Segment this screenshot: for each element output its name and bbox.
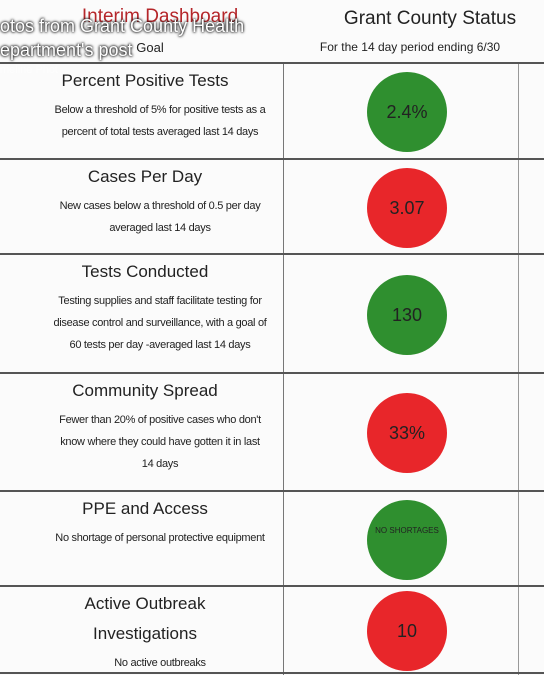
overlay-line: epartment's post xyxy=(0,40,133,60)
row-description: New cases below a threshold of 0.5 per d… xyxy=(59,200,261,212)
status-title: Grant County Status xyxy=(343,8,517,29)
row-rule xyxy=(0,672,544,674)
row-description: know where they could have gotten it in … xyxy=(60,436,260,448)
row-description: 60 tests per day -averaged last 14 days xyxy=(69,339,251,351)
row-description: percent of total tests averaged last 14 … xyxy=(61,126,259,138)
row-rule xyxy=(0,62,544,64)
row-title: PPE and Access xyxy=(82,499,208,518)
divider xyxy=(518,62,519,675)
row-title: Active Outbreak Investigations xyxy=(84,594,206,643)
status-value: NO SHORTAGES xyxy=(375,525,439,535)
status-value: 10 xyxy=(396,620,418,641)
row-description: 14 days xyxy=(141,458,179,470)
status-circle xyxy=(367,393,447,473)
status-value: 3.07 xyxy=(389,197,425,218)
status-value: 2.4% xyxy=(386,102,428,122)
overlay-credit: meline Phot xyxy=(0,64,59,76)
row-rule xyxy=(0,158,544,160)
status-circle xyxy=(367,590,447,671)
status-circle xyxy=(367,167,447,248)
photo-overlay: otos from Grant County Health epartment'… xyxy=(0,14,244,78)
row-rule xyxy=(0,253,544,255)
status-circle xyxy=(367,499,447,580)
row-description: No shortage of personal protective equip… xyxy=(55,532,265,544)
row-title: Percent Positive Tests xyxy=(61,71,229,90)
row-description: Below a threshold of 5% for positive tes… xyxy=(54,104,266,116)
row-description: Testing supplies and staff facilitate te… xyxy=(58,295,262,307)
row-description: averaged last 14 days xyxy=(109,222,211,234)
status-value: 130 xyxy=(391,304,423,325)
row-rule xyxy=(0,585,544,587)
divider xyxy=(283,62,284,675)
goal-label: Goal xyxy=(136,40,164,55)
row-rule xyxy=(0,490,544,492)
row-rule xyxy=(0,372,544,374)
row-description: Fewer than 20% of positive cases who don… xyxy=(59,414,261,426)
overlay-line: otos from Grant County Health xyxy=(0,16,245,36)
status-subtitle: For the 14 day period ending 6/30 xyxy=(319,40,501,54)
row-title: Tests Conducted xyxy=(81,262,209,281)
row-description: No active outbreaks xyxy=(114,657,206,669)
row-description: disease control and surveillance, with a… xyxy=(53,317,267,329)
dashboard-title: Interim Dashboard xyxy=(81,6,239,27)
status-circle xyxy=(367,72,447,152)
row-title: Community Spread xyxy=(72,381,218,400)
row-title: Cases Per Day xyxy=(87,167,203,186)
status-circle xyxy=(367,274,447,355)
status-value: 33% xyxy=(388,423,426,443)
